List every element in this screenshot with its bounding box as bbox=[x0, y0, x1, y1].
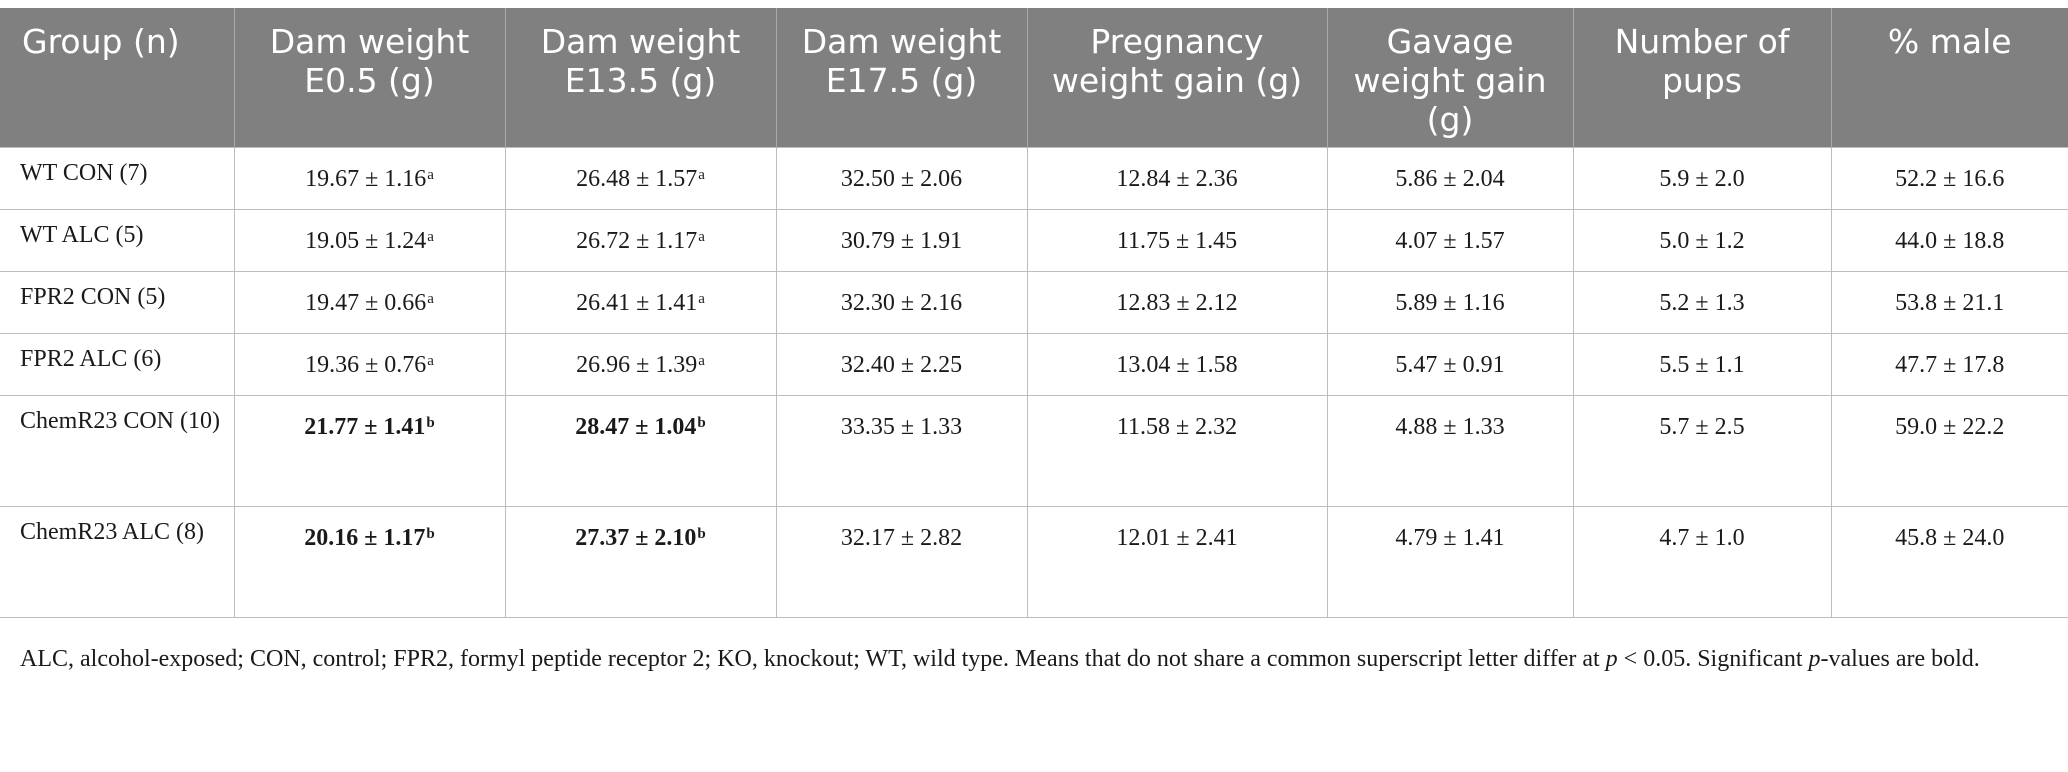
table-row: FPR2 ALC (6) 19.36 ± 0.76a 26.96 ± 1.39a… bbox=[0, 333, 2068, 396]
cell-pups: 5.7 ± 2.5 bbox=[1572, 395, 1831, 507]
cell-pups: 4.7 ± 1.0 bbox=[1572, 506, 1831, 618]
cell-gavage-gain: 4.79 ± 1.41 bbox=[1326, 506, 1573, 618]
header-e05: Dam weight E0.5 (g) bbox=[233, 8, 505, 148]
cell-e135: 26.41 ± 1.41a bbox=[504, 271, 776, 334]
cell-e175: 32.40 ± 2.25 bbox=[775, 333, 1027, 396]
cell-gavage-gain: 4.07 ± 1.57 bbox=[1326, 209, 1573, 272]
cell-gavage-gain: 5.89 ± 1.16 bbox=[1326, 271, 1573, 334]
cell-e175: 32.30 ± 2.16 bbox=[775, 271, 1027, 334]
cell-male: 47.7 ± 17.8 bbox=[1830, 333, 2068, 396]
cell-e05: 19.47 ± 0.66a bbox=[233, 271, 505, 334]
cell-gavage-gain: 5.86 ± 2.04 bbox=[1326, 147, 1573, 210]
cell-e135: 26.48 ± 1.57a bbox=[504, 147, 776, 210]
cell-male: 59.0 ± 22.2 bbox=[1830, 395, 2068, 507]
header-e135: Dam weight E13.5 (g) bbox=[504, 8, 776, 148]
cell-pregnancy-gain: 11.75 ± 1.45 bbox=[1026, 209, 1327, 272]
cell-male: 53.8 ± 21.1 bbox=[1830, 271, 2068, 334]
header-number-of-pups: Number of pups bbox=[1572, 8, 1831, 148]
cell-e175: 32.17 ± 2.82 bbox=[775, 506, 1027, 618]
table-container: Group (n) Dam weight E0.5 (g) Dam weight… bbox=[0, 8, 2068, 618]
cell-pups: 5.0 ± 1.2 bbox=[1572, 209, 1831, 272]
header-percent-male: % male bbox=[1830, 8, 2068, 148]
cell-group: WT ALC (5) bbox=[0, 209, 234, 272]
cell-group: WT CON (7) bbox=[0, 147, 234, 210]
cell-group: FPR2 CON (5) bbox=[0, 271, 234, 334]
cell-gavage-gain: 4.88 ± 1.33 bbox=[1326, 395, 1573, 507]
table-row: WT CON (7) 19.67 ± 1.16a 26.48 ± 1.57a 3… bbox=[0, 147, 2068, 210]
cell-e05: 19.05 ± 1.24a bbox=[233, 209, 505, 272]
cell-pregnancy-gain: 12.84 ± 2.36 bbox=[1026, 147, 1327, 210]
cell-male: 45.8 ± 24.0 bbox=[1830, 506, 2068, 618]
header-row: Group (n) Dam weight E0.5 (g) Dam weight… bbox=[0, 8, 2068, 148]
cell-e05: 19.67 ± 1.16a bbox=[233, 147, 505, 210]
table-row: ChemR23 ALC (8) 20.16 ± 1.17b 27.37 ± 2.… bbox=[0, 506, 2068, 618]
header-pregnancy-gain: Pregnancy weight gain (g) bbox=[1026, 8, 1327, 148]
cell-male: 44.0 ± 18.8 bbox=[1830, 209, 2068, 272]
table-row: ChemR23 CON (10) 21.77 ± 1.41b 28.47 ± 1… bbox=[0, 395, 2068, 507]
cell-e175: 30.79 ± 1.91 bbox=[775, 209, 1027, 272]
cell-gavage-gain: 5.47 ± 0.91 bbox=[1326, 333, 1573, 396]
cell-group: ChemR23 ALC (8) bbox=[0, 506, 234, 618]
cell-e05: 21.77 ± 1.41b bbox=[233, 395, 505, 507]
cell-pregnancy-gain: 12.83 ± 2.12 bbox=[1026, 271, 1327, 334]
table-row: FPR2 CON (5) 19.47 ± 0.66a 26.41 ± 1.41a… bbox=[0, 271, 2068, 334]
cell-pregnancy-gain: 12.01 ± 2.41 bbox=[1026, 506, 1327, 618]
cell-e135: 28.47 ± 1.04b bbox=[504, 395, 776, 507]
cell-e175: 33.35 ± 1.33 bbox=[775, 395, 1027, 507]
cell-male: 52.2 ± 16.6 bbox=[1830, 147, 2068, 210]
cell-pups: 5.2 ± 1.3 bbox=[1572, 271, 1831, 334]
header-gavage-gain: Gavage weight gain (g) bbox=[1326, 8, 1573, 148]
cell-pups: 5.9 ± 2.0 bbox=[1572, 147, 1831, 210]
cell-e05: 20.16 ± 1.17b bbox=[233, 506, 505, 618]
cell-e135: 26.96 ± 1.39a bbox=[504, 333, 776, 396]
cell-group: ChemR23 CON (10) bbox=[0, 395, 234, 507]
header-e175: Dam weight E17.5 (g) bbox=[775, 8, 1027, 148]
cell-e175: 32.50 ± 2.06 bbox=[775, 147, 1027, 210]
cell-e135: 26.72 ± 1.17a bbox=[504, 209, 776, 272]
cell-pups: 5.5 ± 1.1 bbox=[1572, 333, 1831, 396]
table-row: WT ALC (5) 19.05 ± 1.24a 26.72 ± 1.17a 3… bbox=[0, 209, 2068, 272]
cell-pregnancy-gain: 11.58 ± 2.32 bbox=[1026, 395, 1327, 507]
dam-weight-table: Group (n) Dam weight E0.5 (g) Dam weight… bbox=[0, 8, 2068, 618]
header-group: Group (n) bbox=[0, 8, 234, 148]
cell-pregnancy-gain: 13.04 ± 1.58 bbox=[1026, 333, 1327, 396]
cell-e135: 27.37 ± 2.10b bbox=[504, 506, 776, 618]
cell-e05: 19.36 ± 0.76a bbox=[233, 333, 505, 396]
cell-group: FPR2 ALC (6) bbox=[0, 333, 234, 396]
table-footnote: ALC, alcohol-exposed; CON, control; FPR2… bbox=[20, 646, 1980, 672]
